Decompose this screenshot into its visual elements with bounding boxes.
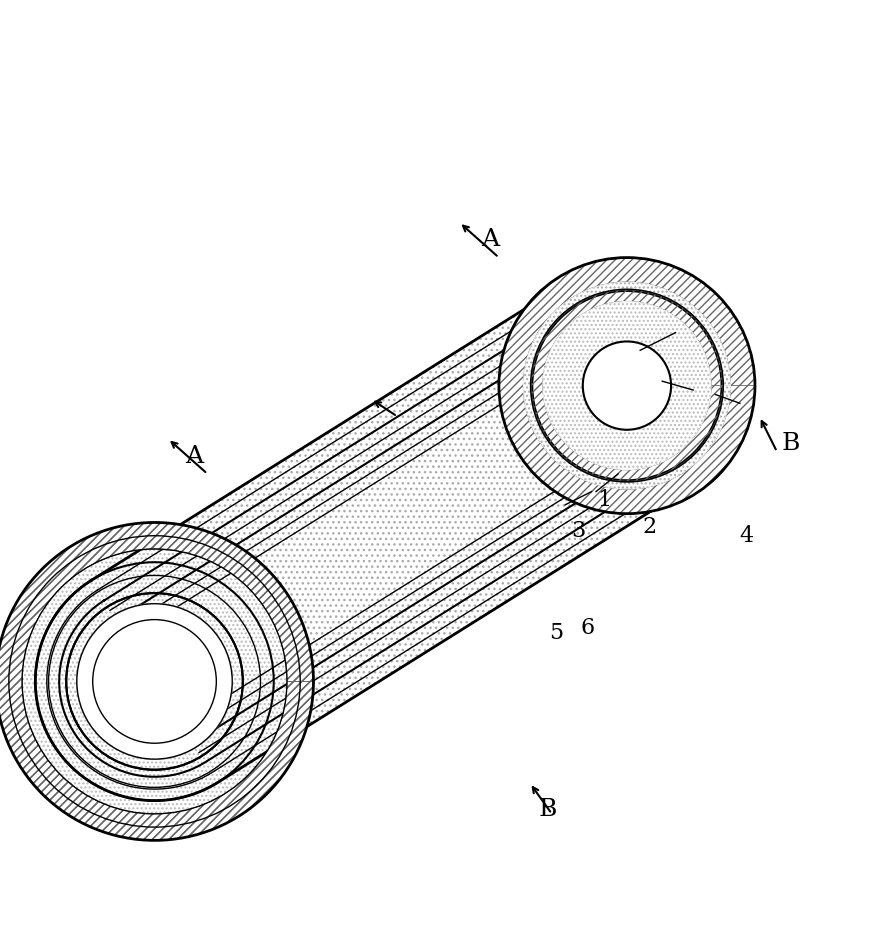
Text: A: A xyxy=(185,445,203,468)
Text: 4: 4 xyxy=(739,525,753,546)
Circle shape xyxy=(583,342,671,430)
Polygon shape xyxy=(524,283,730,489)
Polygon shape xyxy=(35,267,746,801)
Text: B: B xyxy=(539,798,556,821)
Text: 2: 2 xyxy=(642,516,656,538)
Polygon shape xyxy=(499,257,755,514)
Text: B: B xyxy=(781,432,799,454)
Text: A: A xyxy=(481,228,499,252)
Circle shape xyxy=(561,319,693,452)
Circle shape xyxy=(0,522,313,840)
Circle shape xyxy=(77,604,232,759)
Text: 5: 5 xyxy=(549,622,563,644)
Polygon shape xyxy=(543,301,711,470)
Circle shape xyxy=(499,257,755,514)
Polygon shape xyxy=(0,522,313,840)
Text: 1: 1 xyxy=(598,489,612,512)
Circle shape xyxy=(530,288,724,483)
Text: 6: 6 xyxy=(580,618,594,639)
Text: 3: 3 xyxy=(571,520,585,543)
